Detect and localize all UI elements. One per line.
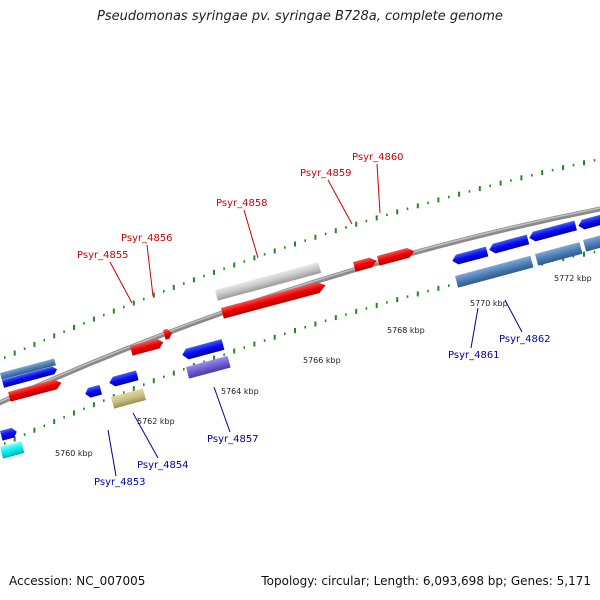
backbone (0, 206, 600, 406)
gene-psyr-4858[interactable] (221, 280, 327, 319)
scale-label-5772: 5772 kbp (554, 274, 592, 283)
gene-psyr-4856[interactable] (163, 328, 173, 340)
map-title: Pseudomonas syringae pv. syringae B728a,… (97, 9, 503, 24)
scale-label-5768: 5768 kbp (387, 326, 425, 335)
gene-psyr-4855[interactable] (130, 337, 164, 356)
label-psyr-4860[interactable]: Psyr_4860 (352, 152, 404, 163)
upper-tick-row (4, 159, 596, 359)
scale-label-5760: 5760 kbp (55, 449, 93, 458)
label-psyr-4853[interactable]: Psyr_4853 (94, 477, 146, 488)
gene-psyr-4862-blue[interactable] (488, 234, 530, 255)
gene-red-left[interactable] (8, 378, 63, 402)
gene-blue-left[interactable] (2, 366, 58, 388)
reverse-strand-genes (0, 213, 600, 459)
gene-blue-right-1[interactable] (528, 220, 577, 243)
forward-labels: Psyr_4855 Psyr_4856 Psyr_4858 Psyr_4859 … (77, 152, 404, 261)
forward-label-leaders (109, 163, 381, 304)
gene-blue-right-2[interactable] (577, 213, 600, 230)
label-psyr-4862[interactable]: Psyr_4862 (499, 334, 551, 345)
scale-labels: 5760 kbp 5762 kbp 5764 kbp 5766 kbp 5768… (55, 274, 592, 458)
genome-summary-text: Topology: circular; Length: 6,093,698 bp… (261, 574, 591, 588)
label-psyr-4858[interactable]: Psyr_4858 (216, 198, 268, 209)
accession-text: Accession: NC_007005 (9, 574, 146, 588)
gene-psyr-4854-blue[interactable] (108, 370, 139, 387)
backbone-highlight (0, 207, 600, 403)
scale-label-5770: 5770 kbp (470, 299, 508, 308)
gene-psyr-4861-blue[interactable] (451, 246, 489, 266)
label-psyr-4857[interactable]: Psyr_4857 (207, 434, 259, 445)
gene-cyan-far-left[interactable] (0, 441, 25, 459)
forward-strand-genes (0, 246, 415, 402)
reverse-labels: Psyr_4853 Psyr_4854 Psyr_4857 Psyr_4861 … (94, 334, 551, 488)
lower-tick-row (4, 250, 596, 445)
label-psyr-4859[interactable]: Psyr_4859 (300, 168, 352, 179)
gene-psyr-4859[interactable] (353, 256, 378, 272)
gene-psyr-4860[interactable] (377, 246, 415, 266)
gene-psyr-4857-blue[interactable] (181, 339, 225, 360)
scale-label-5766: 5766 kbp (303, 356, 341, 365)
gene-psyr-4862[interactable] (535, 242, 583, 266)
gene-psyr-4858-gray[interactable] (214, 262, 322, 301)
gene-psyr-4853[interactable] (84, 384, 103, 399)
gene-steelblue-left-top[interactable] (0, 358, 56, 380)
gene-psyr-4854[interactable] (110, 388, 146, 409)
scale-label-5764: 5764 kbp (221, 387, 259, 396)
label-psyr-4856[interactable]: Psyr_4856 (121, 233, 173, 244)
gene-psyr-4857[interactable] (186, 355, 231, 379)
gene-steelblue-right[interactable] (583, 233, 600, 252)
gene-psyr-4861[interactable] (455, 255, 534, 288)
label-psyr-4854[interactable]: Psyr_4854 (137, 460, 189, 471)
label-psyr-4861[interactable]: Psyr_4861 (448, 350, 500, 361)
reverse-label-leaders (107, 299, 523, 477)
scale-label-5762: 5762 kbp (137, 417, 175, 426)
label-psyr-4855[interactable]: Psyr_4855 (77, 250, 129, 261)
gene-blue-far-left[interactable] (0, 427, 18, 441)
